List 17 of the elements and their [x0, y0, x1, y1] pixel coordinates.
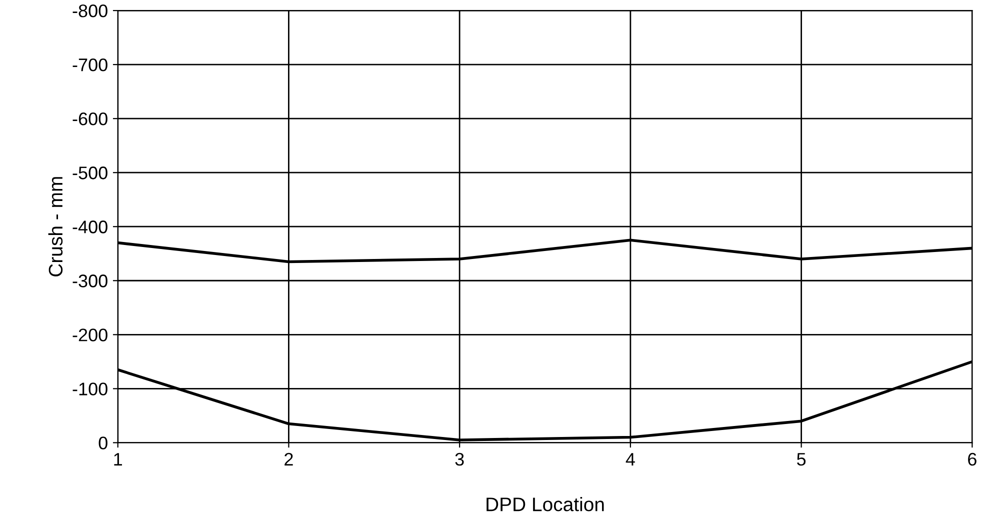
y-tick-label: -600	[72, 112, 108, 126]
y-tick-label: -200	[72, 328, 108, 342]
y-tick-label: -800	[72, 4, 108, 18]
y-tick-label: -100	[72, 382, 108, 396]
x-tick-label: 3	[455, 452, 464, 466]
y-tick-label: 0	[98, 436, 108, 450]
y-tick-label: -700	[72, 58, 108, 72]
x-tick-label: 4	[626, 453, 635, 466]
x-axis-title: DPD Location	[486, 497, 604, 512]
x-tick-label: 1	[114, 453, 122, 466]
y-tick-label: -400	[72, 220, 108, 234]
x-tick-label: 5	[797, 453, 806, 466]
y-tick-label: -500	[72, 166, 108, 180]
x-tick-label: 2	[284, 452, 293, 466]
y-tick-label: -300	[72, 274, 108, 288]
x-tick-label: 6	[968, 452, 976, 466]
y-axis-title: Crush - mm	[48, 177, 63, 276]
